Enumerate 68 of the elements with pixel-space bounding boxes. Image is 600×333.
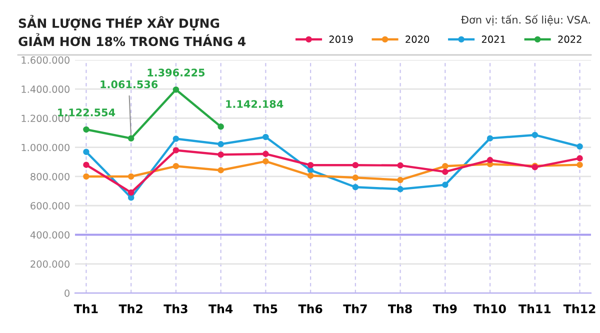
point: [486, 156, 494, 164]
y-tick-label: 600.000: [30, 202, 70, 210]
legend-label: 2021: [482, 36, 506, 43]
point: [218, 124, 224, 130]
point: [83, 162, 90, 168]
point: [83, 148, 90, 155]
text: Đơn vị: tấn. Số liệu: VSA.: [461, 14, 590, 26]
point: [172, 136, 180, 142]
point: [83, 126, 90, 133]
point: [442, 168, 448, 175]
x-tick-label: Th6: [298, 304, 322, 314]
y-tick-label: 400.000: [30, 231, 70, 239]
x-tick-label: Th4: [208, 304, 233, 314]
x-tick-label: Th8: [388, 304, 412, 314]
point: [576, 162, 583, 168]
x-tick-label: Th9: [432, 304, 457, 314]
point: [128, 189, 134, 196]
point: [307, 162, 314, 168]
point: [218, 152, 224, 158]
point: [83, 173, 90, 180]
y-tick-label: 800.000: [30, 172, 70, 180]
data-label: 1.122.554: [58, 108, 116, 116]
point: [307, 172, 314, 179]
point: [576, 155, 583, 162]
x-tick-label: Th7: [343, 304, 367, 314]
point: [172, 163, 180, 170]
legend-label: 2019: [329, 36, 353, 43]
legend-label: 2022: [558, 36, 582, 43]
y-tick-label: 1.600.000: [22, 56, 70, 64]
point: [397, 162, 404, 169]
x-tick-label: Th1: [74, 304, 98, 314]
point: [262, 150, 269, 158]
point: [486, 135, 494, 142]
x-tick-label: Th12: [563, 304, 596, 314]
y-tick-label: 200.000: [30, 260, 70, 268]
chart-title: SẢN LƯỢNG THÉP XÂY DỰNG GIẢM HƠN 18% TRONG THÁNG 4: [18, 14, 246, 46]
y-tick-label: 1.200.000: [22, 114, 70, 122]
point: [172, 147, 180, 154]
point: [128, 194, 134, 201]
point: [172, 86, 180, 93]
point: [128, 173, 134, 180]
point: [218, 141, 224, 148]
x-tick-label: Th10: [474, 304, 506, 314]
data-label: 1.396.225: [148, 68, 205, 76]
y-tick-label: 1.000.000: [22, 144, 70, 152]
point: [352, 174, 359, 181]
y-tick-label: 0: [64, 290, 70, 297]
point: [262, 134, 269, 140]
point: [352, 162, 359, 168]
legend-label: 2020: [406, 36, 430, 43]
x-tick-label: Th2: [118, 304, 142, 314]
point: [397, 186, 404, 192]
point: [218, 167, 224, 174]
point: [307, 167, 314, 174]
point: [532, 132, 538, 138]
point: [442, 182, 448, 188]
point: [352, 184, 359, 190]
point: [262, 158, 269, 164]
y-tick-label: 1.400.000: [22, 86, 70, 93]
point: [128, 135, 134, 142]
point: [576, 143, 583, 150]
x-tick-label: Th3: [164, 304, 188, 314]
data-label: 1.142.184: [226, 100, 284, 108]
data-label: 1.061.536: [100, 80, 158, 88]
x-tick-label: Th5: [253, 304, 278, 314]
point: [442, 163, 448, 170]
x-tick-label: Th11: [518, 304, 551, 314]
point: [397, 176, 404, 184]
